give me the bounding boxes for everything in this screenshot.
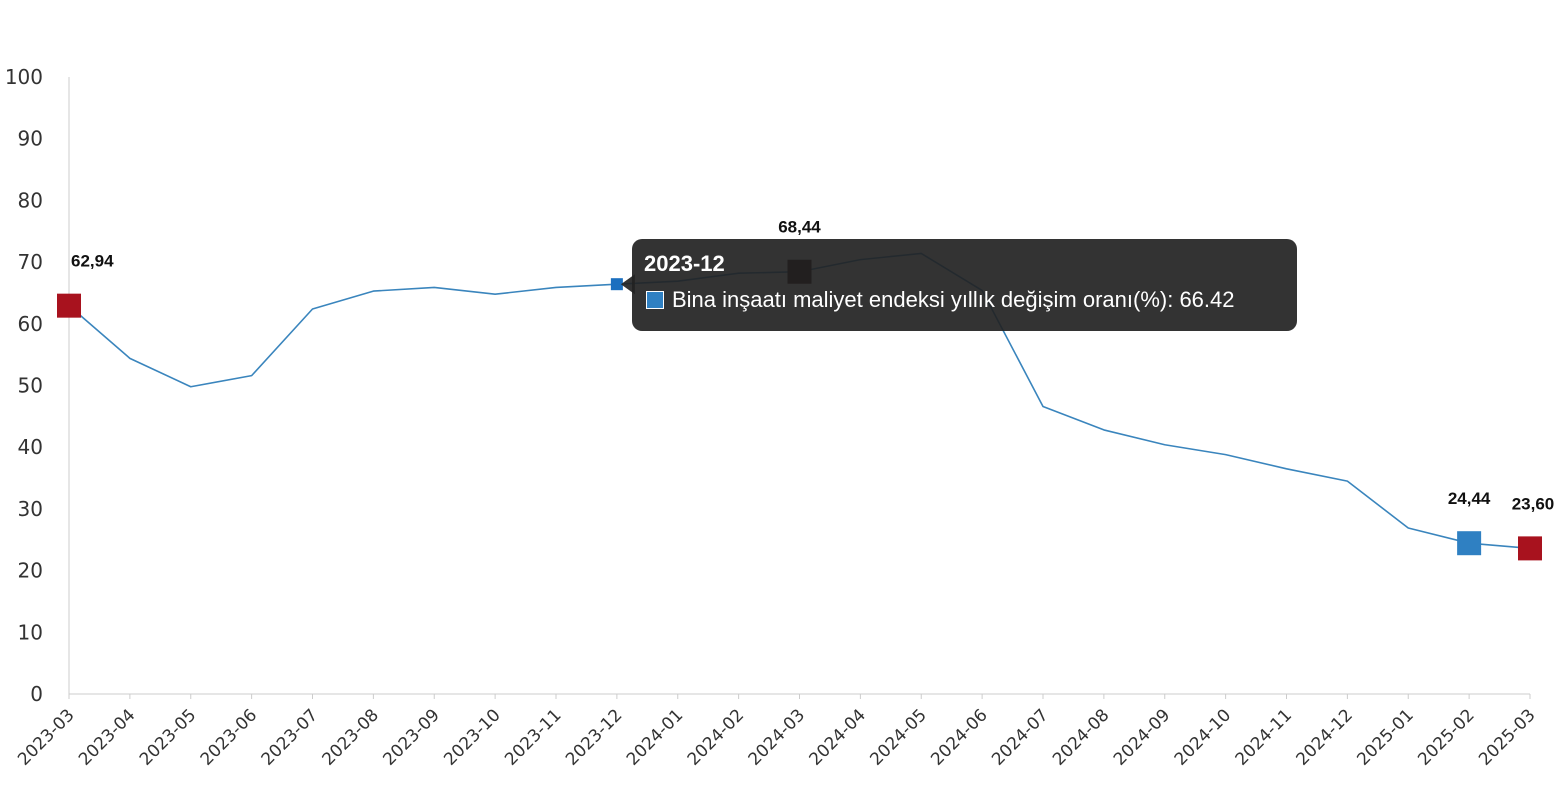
data-label: 23,60	[1512, 494, 1555, 513]
y-tick-label: 60	[18, 312, 43, 336]
x-tick-label: 2024-04	[806, 705, 870, 769]
x-tick-label: 2024-07	[988, 705, 1052, 769]
x-tick-label: 2024-08	[1049, 705, 1113, 769]
tooltip-value: : 66.42	[1167, 287, 1235, 312]
x-tick-label: 2023-08	[319, 705, 383, 769]
x-tick-label: 2024-09	[1110, 705, 1174, 769]
y-tick-label: 90	[18, 127, 43, 151]
data-marker	[1457, 531, 1482, 556]
x-tick-label: 2024-01	[623, 705, 687, 769]
x-tick-label: 2024-11	[1232, 705, 1296, 769]
tooltip-series-swatch	[646, 291, 664, 309]
x-tick-label: 2024-03	[745, 705, 809, 769]
y-tick-label: 70	[18, 250, 43, 274]
y-tick-label: 100	[5, 65, 43, 89]
x-tick-label: 2024-02	[684, 705, 748, 769]
chart-tooltip: 2023-12 Bina inşaatı maliyet endeksi yıl…	[632, 239, 1297, 331]
x-tick-label: 2024-10	[1171, 705, 1235, 769]
data-label: 62,94	[71, 252, 114, 271]
y-tick-label: 20	[18, 559, 43, 583]
x-tick-label: 2023-10	[440, 705, 504, 769]
y-tick-label: 40	[18, 435, 43, 459]
y-tick-label: 10	[18, 620, 43, 644]
x-tick-label: 2025-02	[1414, 705, 1478, 769]
x-tick-label: 2025-03	[1475, 705, 1539, 769]
data-marker	[1518, 536, 1542, 561]
tooltip-pointer	[620, 274, 635, 295]
x-tick-label: 2023-07	[258, 705, 322, 769]
tooltip-row: Bina inşaatı maliyet endeksi yıllık deği…	[644, 287, 1285, 313]
x-tick-label: 2024-12	[1293, 705, 1357, 769]
tooltip-title: 2023-12	[644, 251, 725, 276]
x-tick-label: 2023-06	[197, 705, 261, 769]
y-tick-label: 80	[18, 188, 43, 212]
data-marker	[57, 293, 81, 318]
highlighted-point	[610, 278, 623, 291]
data-label: 68,44	[778, 218, 821, 237]
x-tick-label: 2023-04	[75, 705, 139, 769]
x-tick-label: 2024-05	[866, 705, 930, 769]
y-tick-label: 0	[30, 682, 43, 706]
x-tick-label: 2023-05	[136, 705, 200, 769]
y-tick-label: 50	[18, 374, 43, 398]
x-tick-label: 2023-12	[562, 705, 626, 769]
x-tick-label: 2024-06	[927, 705, 991, 769]
x-tick-label: 2023-09	[379, 705, 443, 769]
x-tick-label: 2023-03	[14, 705, 78, 769]
data-label: 24,44	[1448, 489, 1491, 508]
x-tick-label: 2025-01	[1353, 705, 1417, 769]
tooltip-series-label: Bina inşaatı maliyet endeksi yıllık deği…	[672, 287, 1168, 312]
y-tick-label: 30	[18, 497, 43, 521]
x-tick-label: 2023-11	[501, 705, 565, 769]
